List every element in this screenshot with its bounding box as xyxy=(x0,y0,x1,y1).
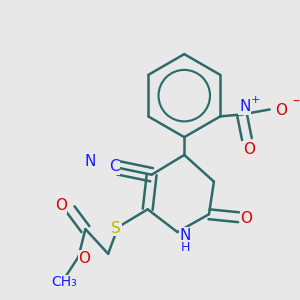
Text: O: O xyxy=(55,198,67,213)
Text: O: O xyxy=(241,211,253,226)
Text: N: N xyxy=(85,154,96,169)
Text: C: C xyxy=(109,159,119,174)
Text: H: H xyxy=(181,242,190,254)
Text: +: + xyxy=(251,94,260,105)
Text: O: O xyxy=(275,103,287,118)
Text: CH₃: CH₃ xyxy=(51,275,76,290)
Text: N: N xyxy=(239,99,250,114)
Text: O: O xyxy=(243,142,255,157)
Text: N: N xyxy=(180,227,191,242)
Text: O: O xyxy=(78,251,90,266)
Text: S: S xyxy=(111,220,121,236)
Text: –: – xyxy=(292,94,299,109)
